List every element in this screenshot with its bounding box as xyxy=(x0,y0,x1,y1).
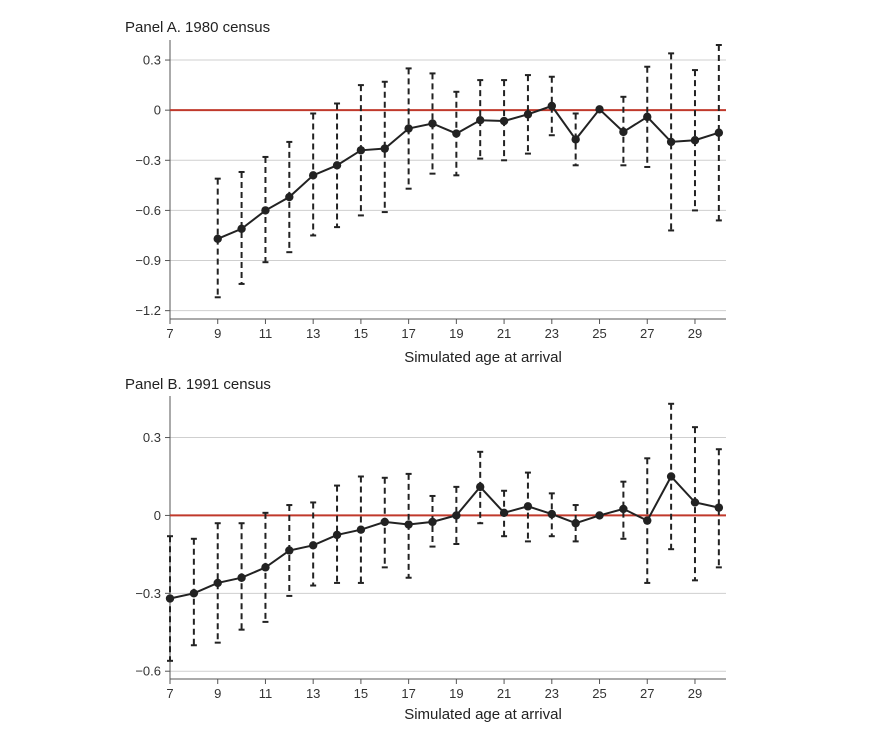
data-point xyxy=(213,578,222,588)
y-tick-label: 0 xyxy=(154,508,161,523)
data-point xyxy=(547,509,557,519)
x-tick-label: 15 xyxy=(354,326,368,341)
data-point xyxy=(261,206,270,215)
data-point xyxy=(332,530,342,540)
x-tick-label: 17 xyxy=(401,326,415,341)
x-tick-label: 25 xyxy=(592,326,606,341)
data-point xyxy=(619,504,628,514)
data-point xyxy=(643,516,652,525)
x-tick-label: 21 xyxy=(497,686,511,701)
data-point xyxy=(380,517,389,527)
data-point xyxy=(237,224,246,233)
panel-b: Panel B. 1991 census 0.3 0 −0.3 −0.6 7 9 11 13 15… xyxy=(125,376,726,723)
x-tick-label: 7 xyxy=(166,326,173,341)
x-axis-label: Simulated age at arrival xyxy=(404,706,562,723)
y-tick-label: −0.3 xyxy=(135,586,161,601)
x-tick-label: 9 xyxy=(214,686,221,701)
y-tick-label: 0 xyxy=(154,103,161,118)
data-point xyxy=(189,589,199,598)
data-point xyxy=(595,105,604,114)
data-point xyxy=(428,119,437,128)
data-point xyxy=(308,541,318,550)
data-point xyxy=(499,508,509,518)
data-point xyxy=(619,127,628,137)
y-tick-label: 0.3 xyxy=(143,430,161,445)
x-tick-label: 21 xyxy=(497,326,511,341)
y-tick-label: −0.3 xyxy=(135,153,161,168)
series-line xyxy=(217,104,720,240)
panel-a: Panel A. 1980 census 0.3 0 −0.3 −0.6 −0.9 −1.2… xyxy=(125,19,726,366)
data-point xyxy=(428,517,437,527)
data-point xyxy=(547,101,557,111)
data-point xyxy=(237,573,246,582)
x-tick-label: 29 xyxy=(688,686,702,701)
y-tick-label: 0.3 xyxy=(143,53,161,68)
series-line xyxy=(169,474,720,600)
x-tick-label: 11 xyxy=(259,326,273,341)
data-point xyxy=(666,472,676,481)
data-point xyxy=(643,112,652,122)
x-tick-label: 29 xyxy=(688,326,702,341)
data-point xyxy=(571,135,580,144)
x-tick-label: 23 xyxy=(545,686,559,701)
data-point xyxy=(380,144,389,153)
data-point xyxy=(285,546,294,555)
x-tick-label: 19 xyxy=(449,686,463,701)
y-tick-label: −1.2 xyxy=(135,303,161,318)
data-point xyxy=(714,503,724,512)
panel-title: Panel A. 1980 census xyxy=(125,19,270,36)
data-point xyxy=(308,171,318,180)
x-tick-label: 27 xyxy=(640,686,654,701)
data-point xyxy=(261,563,270,572)
data-point xyxy=(690,498,700,507)
y-tick-label: −0.6 xyxy=(135,203,161,218)
panel-title: Panel B. 1991 census xyxy=(125,376,271,393)
data-point xyxy=(452,511,461,520)
data-point xyxy=(595,511,604,520)
x-tick-label: 27 xyxy=(640,326,654,341)
x-tick-label: 7 xyxy=(166,686,173,701)
data-point xyxy=(165,594,175,603)
x-tick-label: 23 xyxy=(545,326,559,341)
data-point xyxy=(356,525,366,534)
y-tick-label: −0.6 xyxy=(135,664,161,679)
data-point xyxy=(332,161,342,170)
data-point xyxy=(523,502,533,511)
x-tick-label: 11 xyxy=(259,686,273,701)
data-point xyxy=(356,146,366,155)
y-tick-label: −0.9 xyxy=(135,253,161,268)
data-point xyxy=(714,128,724,137)
data-point xyxy=(499,116,509,126)
x-tick-label: 25 xyxy=(592,686,606,701)
x-tick-label: 9 xyxy=(214,326,221,341)
data-point xyxy=(476,482,485,492)
x-tick-label: 17 xyxy=(401,686,415,701)
data-point xyxy=(404,124,413,133)
x-tick-label: 13 xyxy=(306,326,320,341)
data-point xyxy=(666,137,676,147)
x-tick-label: 15 xyxy=(354,686,368,701)
x-tick-label: 13 xyxy=(306,686,320,701)
data-point xyxy=(452,129,461,138)
data-point xyxy=(523,110,533,119)
data-point xyxy=(285,192,294,202)
data-point xyxy=(404,520,413,529)
x-tick-label: 19 xyxy=(449,326,463,341)
data-point xyxy=(213,234,222,244)
data-point xyxy=(690,136,700,145)
data-point xyxy=(571,519,580,528)
data-point xyxy=(476,115,485,125)
x-axis-label: Simulated age at arrival xyxy=(404,349,562,366)
